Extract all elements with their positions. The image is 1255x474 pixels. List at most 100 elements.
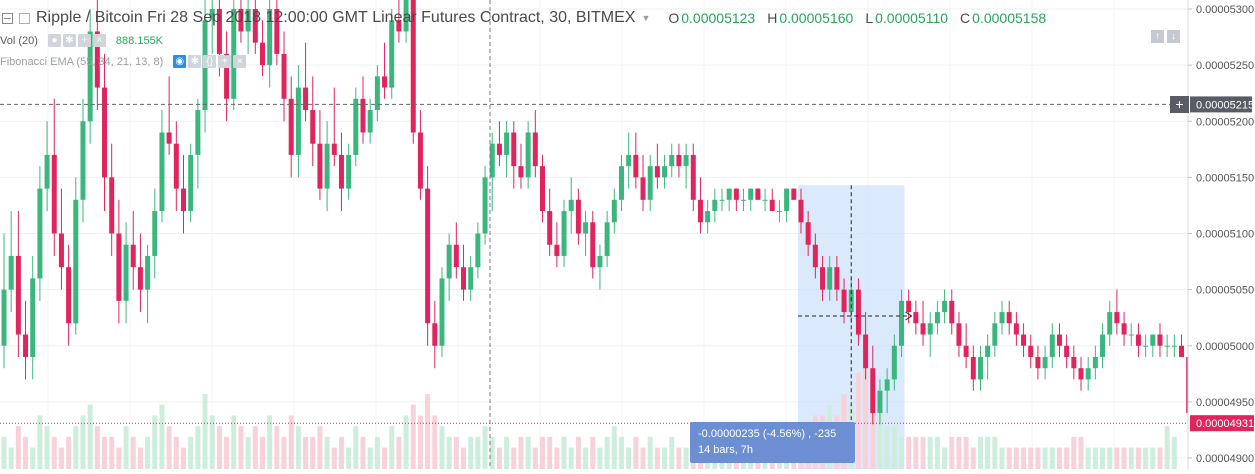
volume-bar — [58, 447, 64, 469]
candle-body — [618, 166, 624, 200]
candle-body — [109, 177, 115, 234]
candle-body — [382, 76, 388, 88]
candle-body — [640, 177, 646, 200]
candle-body — [489, 143, 495, 178]
volume-bar — [1006, 447, 1012, 469]
gear-icon[interactable]: ✱ — [62, 34, 76, 47]
plus-icon[interactable]: + — [218, 55, 232, 68]
volume-value: 888.155K — [115, 34, 164, 47]
volume-bar — [1150, 447, 1156, 469]
candle-body — [360, 98, 366, 133]
volume-bar — [310, 436, 316, 469]
volume-bar — [540, 436, 545, 469]
candle-body — [583, 222, 589, 234]
candle-body — [1006, 312, 1012, 324]
candle-body — [181, 188, 186, 212]
eye-icon[interactable]: ◉ — [173, 55, 187, 68]
symbol-row: Ripple / Bitcoin Fri 28 Sep 2018 12:00:0… — [0, 9, 1046, 27]
candle-body — [1157, 334, 1163, 346]
candle-body — [94, 31, 100, 88]
candle-layer — [1, 0, 1199, 425]
candle-body — [547, 211, 553, 245]
candle-body — [303, 87, 309, 111]
candle-body — [1021, 334, 1027, 346]
add-at-crosshair-button[interactable]: + — [1170, 96, 1189, 113]
price-axis[interactable]: 0.00005300 0.00005250 0.00005200 0.00005150… — [1187, 0, 1255, 469]
volume-bar — [274, 426, 280, 469]
candle-body — [762, 199, 768, 201]
volume-bar — [999, 447, 1005, 469]
candle-body — [1164, 345, 1170, 347]
candle-body — [1064, 345, 1070, 357]
interval: 30 — [549, 9, 567, 26]
candle-body — [683, 154, 689, 167]
compare-icon[interactable] — [19, 12, 30, 24]
collapse-legend-icon[interactable] — [2, 12, 13, 24]
volume-bar — [1121, 447, 1127, 469]
plus-icon[interactable]: + — [77, 34, 91, 47]
price-tick-label: 0.00005250 — [1196, 60, 1254, 72]
volume-bar — [461, 447, 467, 469]
volume-bar — [532, 447, 538, 469]
volume-bar — [992, 436, 998, 469]
candle-body — [963, 345, 969, 357]
open-label: O — [668, 10, 680, 26]
high-value: 0.00005160 — [779, 10, 854, 26]
volume-bar — [669, 436, 675, 469]
volume-bar — [1157, 447, 1163, 469]
code-icon[interactable]: {} — [203, 55, 217, 68]
close-icon[interactable]: × — [92, 34, 106, 47]
move-pane-down-icon[interactable]: ↓ — [1167, 30, 1180, 43]
candle-body — [446, 244, 452, 279]
volume-bar — [963, 436, 969, 469]
symbol-name[interactable]: Ripple / Bitcoin — [36, 9, 143, 26]
volume-bar — [511, 447, 517, 469]
volume-bar — [403, 415, 409, 469]
volume-bar — [410, 404, 416, 469]
volume-bar — [568, 447, 574, 469]
low-value: 0.00005110 — [875, 10, 949, 26]
volume-bar — [611, 426, 617, 469]
candle-body — [252, 9, 258, 43]
candle-body — [231, 9, 237, 99]
candle-body — [66, 267, 72, 324]
volume-bar — [518, 436, 524, 469]
volume-bar — [676, 447, 682, 469]
candle-body — [820, 267, 826, 290]
volume-indicator-label[interactable]: Vol (20) — [0, 34, 38, 47]
candle-body — [8, 255, 14, 290]
high-label: H — [767, 10, 778, 26]
pane-controls: ↑ ↓ — [1151, 30, 1180, 43]
candle-body — [899, 300, 904, 346]
candle-body — [755, 188, 761, 200]
volume-bar — [949, 436, 955, 469]
volume-bar — [1143, 447, 1149, 469]
volume-bar — [970, 447, 976, 469]
candle-body — [245, 9, 251, 32]
eye-icon[interactable]: ● — [47, 34, 61, 47]
close-icon[interactable]: × — [233, 55, 247, 68]
volume-bar — [1028, 447, 1034, 469]
fib-indicator-label[interactable]: Fibonacci EMA (55, 34, 21, 13, 8) — [0, 55, 164, 68]
volume-bar — [216, 426, 222, 469]
volume-bar — [942, 447, 948, 469]
volume-bar — [1135, 447, 1141, 469]
volume-bar — [662, 447, 668, 469]
volume-indicator-buttons: ● ✱ + × — [47, 34, 106, 47]
volume-bar — [626, 447, 632, 469]
candle-body — [568, 199, 574, 212]
move-pane-up-icon[interactable]: ↑ — [1151, 30, 1164, 43]
volume-bar — [202, 394, 208, 469]
measure-arrow-head — [905, 311, 913, 321]
exchange: BITMEX — [575, 9, 636, 26]
volume-bar — [338, 436, 344, 469]
candle-body — [748, 188, 754, 200]
volume-bar — [166, 426, 172, 469]
volume-bar — [1114, 447, 1120, 469]
volume-bar — [446, 436, 452, 469]
gear-icon[interactable]: ✱ — [188, 55, 202, 68]
chevron-down-icon[interactable]: ▼ — [641, 13, 651, 23]
volume-bar — [281, 436, 287, 469]
